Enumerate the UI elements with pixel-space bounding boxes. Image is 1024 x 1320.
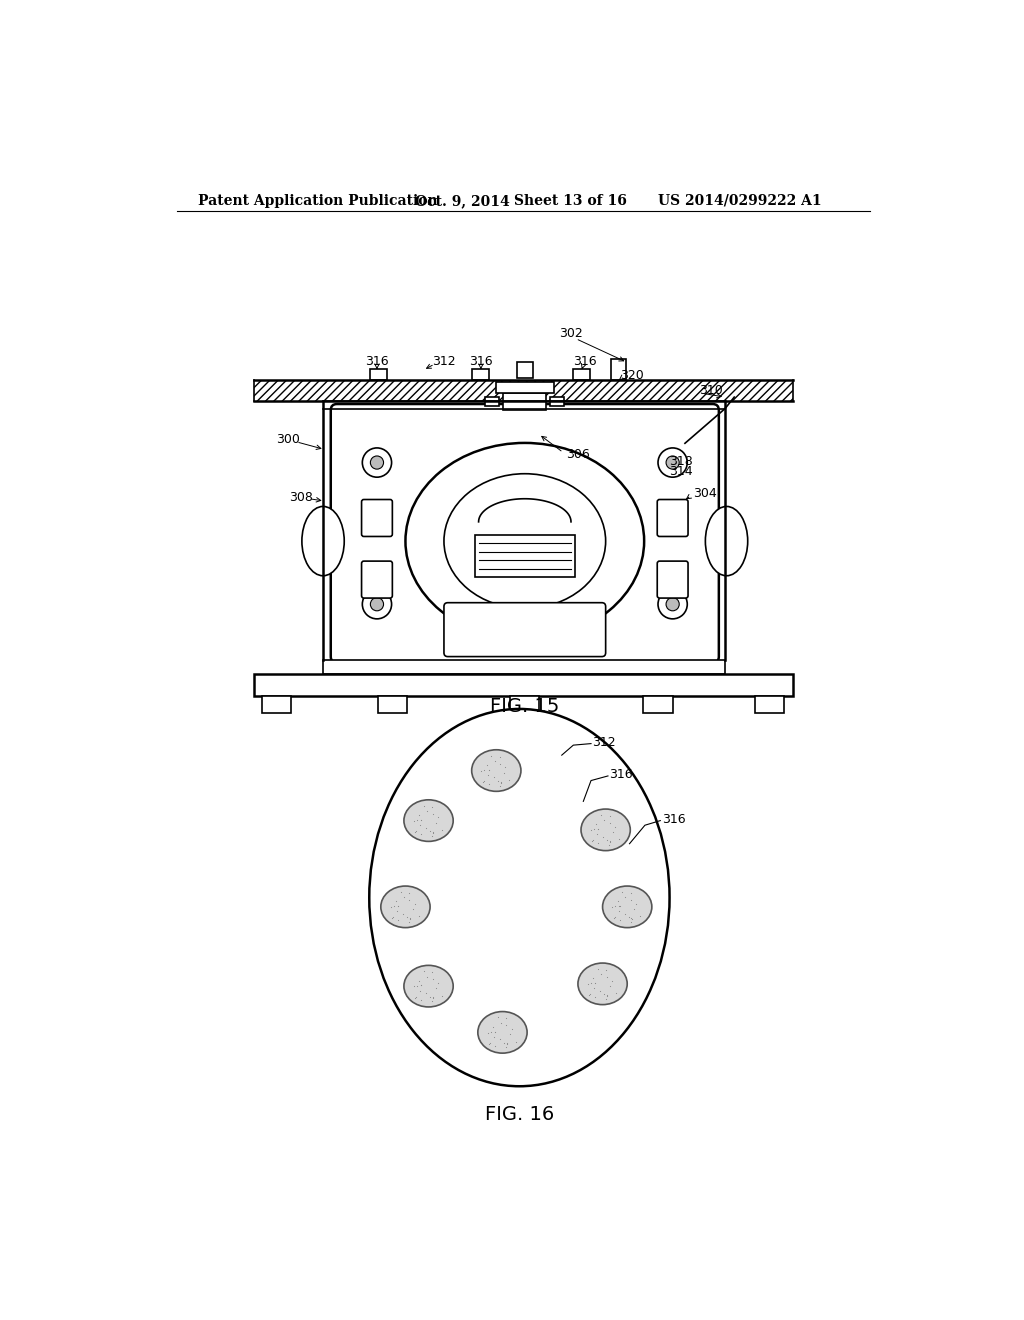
Bar	[517, 363, 532, 378]
Text: Oct. 9, 2014: Oct. 9, 2014	[416, 194, 510, 207]
Text: FIG. 15: FIG. 15	[490, 697, 559, 717]
Text: US 2014/0299222 A1: US 2014/0299222 A1	[658, 194, 821, 207]
Text: Sheet 13 of 16: Sheet 13 of 16	[514, 194, 627, 207]
Ellipse shape	[472, 750, 521, 792]
Circle shape	[371, 598, 384, 611]
Circle shape	[362, 447, 391, 478]
Bar	[254, 675, 793, 696]
Ellipse shape	[370, 709, 670, 1086]
Text: 316: 316	[469, 355, 493, 368]
Bar	[496, 383, 554, 393]
Ellipse shape	[706, 507, 748, 576]
Text: 312: 312	[432, 355, 456, 368]
Bar	[378, 696, 407, 713]
Bar	[323, 660, 725, 675]
Bar	[472, 370, 489, 380]
Bar	[262, 696, 292, 713]
Bar	[254, 380, 793, 401]
Ellipse shape	[403, 800, 454, 841]
Text: 300: 300	[276, 433, 300, 446]
Ellipse shape	[578, 964, 628, 1005]
Text: 312: 312	[593, 735, 616, 748]
Ellipse shape	[602, 886, 652, 928]
Bar	[573, 370, 590, 380]
Circle shape	[666, 598, 679, 611]
Bar	[643, 696, 673, 713]
Ellipse shape	[478, 1011, 527, 1053]
Ellipse shape	[581, 809, 631, 850]
FancyBboxPatch shape	[657, 499, 688, 536]
Bar	[510, 696, 540, 713]
FancyBboxPatch shape	[444, 603, 605, 656]
Text: 318: 318	[670, 454, 693, 467]
Bar	[550, 397, 564, 407]
Ellipse shape	[444, 474, 605, 609]
Text: 306: 306	[565, 449, 590, 462]
Bar	[370, 370, 387, 380]
Text: 304: 304	[692, 487, 717, 500]
Text: 302: 302	[559, 327, 583, 341]
Bar	[755, 696, 784, 713]
Text: 316: 316	[573, 355, 597, 368]
Text: 310: 310	[698, 384, 723, 397]
Text: 314: 314	[670, 465, 693, 478]
Bar	[611, 359, 627, 380]
Ellipse shape	[302, 507, 344, 576]
Ellipse shape	[381, 886, 430, 928]
Bar	[254, 380, 793, 401]
Ellipse shape	[403, 965, 454, 1007]
Text: 316: 316	[609, 768, 633, 781]
Circle shape	[658, 590, 687, 619]
Circle shape	[362, 590, 391, 619]
Text: 308: 308	[290, 491, 313, 504]
Text: Patent Application Publication: Patent Application Publication	[199, 194, 438, 207]
FancyBboxPatch shape	[657, 561, 688, 598]
FancyBboxPatch shape	[361, 561, 392, 598]
Circle shape	[371, 455, 384, 469]
Text: 320: 320	[621, 370, 644, 381]
Text: FIG. 16: FIG. 16	[484, 1105, 554, 1125]
Circle shape	[666, 455, 679, 469]
Text: 316: 316	[366, 355, 389, 368]
Bar	[484, 397, 499, 407]
Circle shape	[658, 447, 687, 478]
FancyBboxPatch shape	[361, 499, 392, 536]
Bar	[503, 393, 547, 411]
Bar	[475, 535, 574, 577]
Text: 316: 316	[662, 813, 685, 825]
FancyBboxPatch shape	[331, 404, 719, 663]
Ellipse shape	[406, 444, 644, 639]
